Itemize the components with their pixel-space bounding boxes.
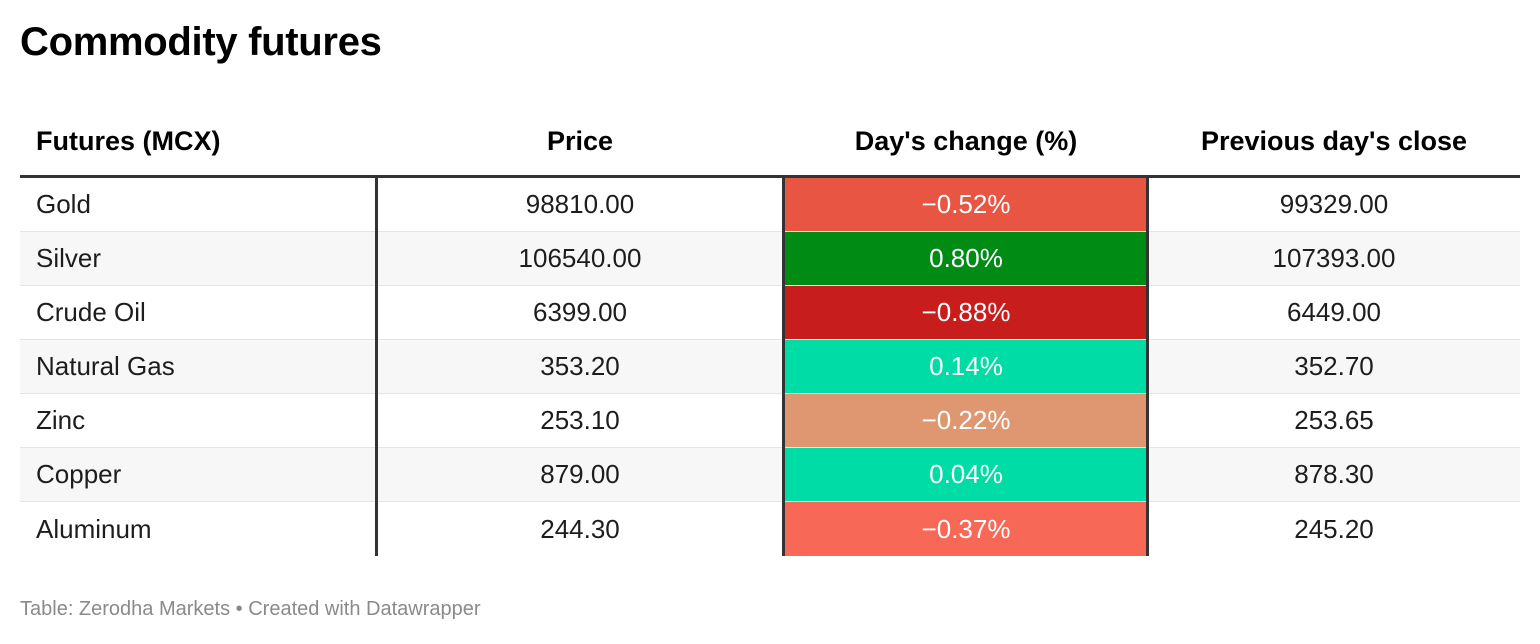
chart-title: Commodity futures [20,20,382,64]
previous-close-cell: 253.65 [1294,405,1374,435]
commodity-name-cell: Gold [36,189,91,219]
previous-close-cell: 245.20 [1294,513,1374,544]
price-cell: 98810.00 [525,189,635,219]
column-header-futures[interactable]: Futures (MCX) [36,126,221,156]
previous-close-cell: 107393.00 [1272,243,1396,273]
table-row: Gold 98810.00 −0.52% 99329.00 [20,178,1520,232]
price-cell: 353.20 [540,351,620,381]
previous-close-cell: 878.30 [1294,459,1374,489]
column-divider [782,178,785,556]
price-cell: 6399.00 [533,297,627,327]
table-row: Aluminum 244.30 −0.37% 245.20 [20,502,1520,556]
commodity-name-cell: Natural Gas [36,351,175,381]
column-header-price[interactable]: Price [546,126,614,156]
commodity-name-cell: Crude Oil [36,297,146,327]
previous-close-cell: 6449.00 [1287,297,1381,327]
days-change-cell: 0.80% [784,232,1148,285]
column-header-previous-close[interactable]: Previous day's close [1200,126,1468,156]
source-footer: Table: Zerodha Markets • Created with Da… [20,598,481,620]
table-row: Zinc 253.10 −0.22% 253.65 [20,394,1520,448]
days-change-cell: −0.88% [784,286,1148,339]
price-cell: 879.00 [540,459,620,489]
column-divider [1146,178,1149,556]
price-cell: 253.10 [540,405,620,435]
price-cell: 244.30 [540,513,620,544]
days-change-cell: −0.37% [784,502,1148,556]
days-change-cell: −0.22% [784,394,1148,447]
previous-close-cell: 99329.00 [1279,189,1389,219]
table-row: Crude Oil 6399.00 −0.88% 6449.00 [20,286,1520,340]
days-change-cell: 0.14% [784,340,1148,393]
days-change-cell: 0.04% [784,448,1148,501]
commodity-table: Futures (MCX) Price Day's change (%) Pre… [20,108,1520,556]
column-divider [375,178,378,556]
table-header: Futures (MCX) Price Day's change (%) Pre… [20,108,1520,178]
previous-close-cell: 352.70 [1294,351,1374,381]
commodity-name-cell: Zinc [36,405,86,435]
table-row: Copper 879.00 0.04% 878.30 [20,448,1520,502]
commodity-name-cell: Silver [36,243,102,273]
days-change-cell: −0.52% [784,178,1148,231]
price-cell: 106540.00 [518,243,642,273]
commodity-name-cell: Aluminum [36,513,152,544]
commodity-name-cell: Copper [36,459,122,489]
table-row: Silver 106540.00 0.80% 107393.00 [20,232,1520,286]
table-body: Gold 98810.00 −0.52% 99329.00 Silver 106540.0… [20,178,1520,556]
column-header-days-change[interactable]: Day's change (%) [854,126,1078,156]
table-row: Natural Gas 353.20 0.14% 352.70 [20,340,1520,394]
